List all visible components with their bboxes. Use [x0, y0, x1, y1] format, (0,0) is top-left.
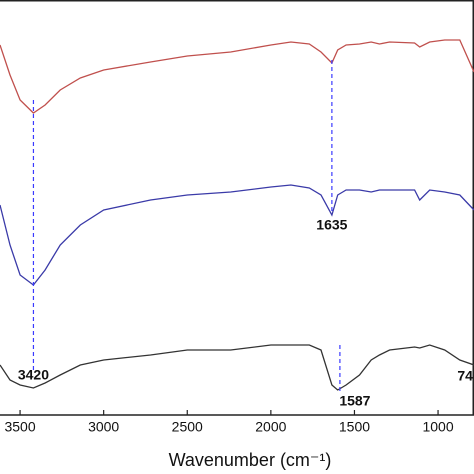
annotation-label: 1587 — [339, 393, 370, 409]
x-tick-label: 1500 — [339, 419, 370, 435]
x-tick-label: 2500 — [172, 419, 203, 435]
annotation-label: 3420 — [18, 367, 49, 383]
x-tick-label: 1000 — [422, 419, 453, 435]
x-tick-label: 3500 — [4, 419, 35, 435]
x-axis-title: Wavenumber (cm⁻¹) — [169, 450, 332, 470]
series-line — [0, 184, 474, 286]
annotation-label: 1635 — [316, 217, 347, 233]
annotation-label: 74 — [457, 368, 473, 384]
series-line — [0, 39, 474, 114]
series-line — [0, 344, 474, 391]
x-tick-label: 3000 — [88, 419, 119, 435]
x-tick-label: 2000 — [255, 419, 286, 435]
